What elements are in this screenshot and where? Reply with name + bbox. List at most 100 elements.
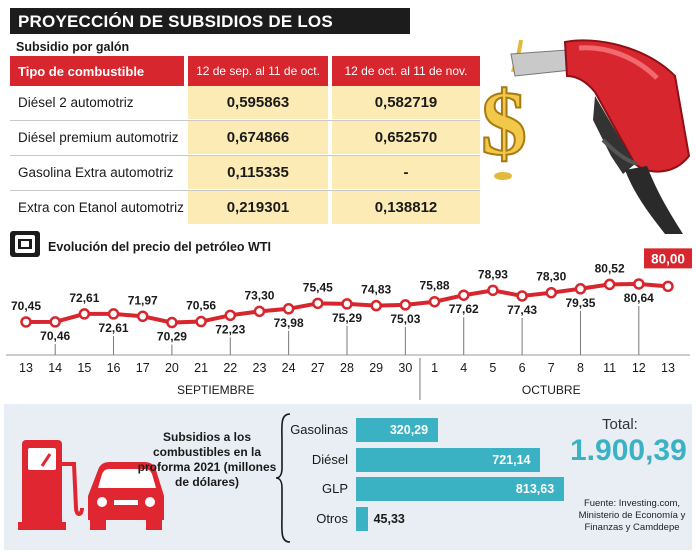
data-label: 75,45 bbox=[303, 280, 333, 294]
bar-value-label: 813,63 bbox=[515, 482, 555, 496]
x-tick-label: 12 bbox=[632, 361, 646, 375]
subsidy-period-1: 0,674866 bbox=[188, 121, 328, 154]
fuel-name: Gasolina Extra automotriz bbox=[10, 156, 184, 189]
table-row: Diésel premium automotriz 0,674866 0,652… bbox=[10, 121, 480, 154]
subsidy-period-1: 0,219301 bbox=[188, 191, 328, 224]
wti-price-chart: Evolución del precio del petróleo WTI 70… bbox=[6, 231, 692, 400]
data-point bbox=[282, 303, 295, 315]
x-tick-label: 13 bbox=[19, 361, 33, 375]
total-label: Total: bbox=[602, 416, 638, 433]
table-row: Gasolina Extra automotriz 0,115335 - bbox=[10, 156, 480, 189]
data-label: 73,98 bbox=[274, 316, 304, 330]
fuel-pump-icon bbox=[18, 440, 84, 530]
x-tick-label: 8 bbox=[577, 361, 584, 375]
data-point bbox=[195, 315, 207, 328]
x-tick-label: 15 bbox=[77, 361, 91, 375]
x-tick-label: 13 bbox=[661, 361, 675, 375]
data-point bbox=[487, 284, 499, 297]
data-label: 77,43 bbox=[507, 303, 537, 317]
subsidy-period-2: 0,138812 bbox=[332, 191, 480, 224]
svg-text:$: $ bbox=[481, 72, 527, 174]
x-tick-label: 22 bbox=[223, 361, 237, 375]
car-icon bbox=[88, 462, 164, 530]
data-point bbox=[633, 278, 645, 290]
oil-barrel-icon bbox=[10, 231, 40, 257]
x-tick-label: 30 bbox=[398, 361, 412, 375]
x-tick-label: 1 bbox=[431, 361, 438, 375]
data-point bbox=[312, 297, 324, 310]
bar-category-label: Otros bbox=[316, 510, 348, 526]
data-point bbox=[516, 290, 528, 302]
table-subtitle: Subsidio por galón bbox=[16, 40, 130, 54]
dollar-sign-icon: $ bbox=[480, 39, 528, 180]
x-tick-label: 24 bbox=[282, 361, 296, 375]
data-label: 80,64 bbox=[624, 291, 654, 305]
fuel-pump-car-illustration bbox=[18, 440, 164, 530]
x-tick-label: 4 bbox=[460, 361, 467, 375]
fuel-name: Extra con Etanol automotriz bbox=[10, 191, 184, 224]
x-tick-label: 20 bbox=[165, 361, 179, 375]
header-fuel-type: Tipo de combustible bbox=[10, 56, 184, 86]
data-point bbox=[341, 298, 353, 310]
data-label: 75,03 bbox=[390, 312, 420, 326]
data-point bbox=[49, 316, 61, 328]
bar-category-label: GLP bbox=[321, 481, 348, 496]
data-point bbox=[253, 305, 266, 318]
data-point bbox=[136, 310, 149, 323]
table-row: Diésel 2 automotriz 0,595863 0,582719 bbox=[10, 86, 480, 119]
data-label: 80,52 bbox=[595, 261, 625, 275]
data-label: 79,35 bbox=[565, 296, 595, 310]
data-point bbox=[78, 308, 91, 320]
data-point bbox=[457, 289, 470, 301]
data-label: 70,29 bbox=[157, 330, 187, 344]
data-point bbox=[574, 283, 587, 295]
bar-value-label: 45,33 bbox=[373, 511, 405, 526]
data-label: 78,30 bbox=[536, 270, 566, 284]
header-period-2: 12 de oct. al 11 de nov. bbox=[332, 56, 480, 86]
source-note: Fuente: Investing.com, Ministerio de Eco… bbox=[578, 498, 686, 533]
x-tick-label: 17 bbox=[136, 361, 150, 375]
data-label: 74,83 bbox=[361, 283, 391, 297]
bracket bbox=[275, 413, 291, 543]
data-point bbox=[166, 316, 178, 329]
data-point bbox=[20, 316, 32, 328]
data-point bbox=[399, 299, 412, 311]
data-label: 73,30 bbox=[244, 288, 274, 302]
x-tick-label: 28 bbox=[340, 361, 354, 375]
data-point bbox=[662, 280, 674, 293]
subsidy-period-2: 0,652570 bbox=[332, 121, 480, 154]
data-label: 75,88 bbox=[420, 279, 450, 293]
x-tick-label: 21 bbox=[194, 361, 208, 375]
page-title: PROYECCIÓN DE SUBSIDIOS DE LOS COMBUSTIB… bbox=[18, 12, 333, 51]
data-point bbox=[603, 278, 616, 291]
x-tick-label: 14 bbox=[48, 361, 62, 375]
subsidy-period-2: - bbox=[332, 156, 480, 189]
bar bbox=[356, 447, 541, 472]
chart-title: Evolución del precio del petróleo WTI bbox=[48, 240, 271, 254]
table-header: Tipo de combustible 12 de sep. al 11 de … bbox=[10, 56, 480, 86]
data-point bbox=[224, 309, 237, 322]
x-tick-label: 23 bbox=[253, 361, 267, 375]
subsidy-period-1: 0,115335 bbox=[188, 156, 328, 189]
data-label: 72,23 bbox=[215, 322, 245, 336]
bar-category-label: Gasolinas bbox=[290, 422, 348, 437]
data-label: 70,46 bbox=[40, 329, 70, 343]
highlight-box bbox=[644, 248, 692, 269]
total-value: 1.900,39 bbox=[570, 434, 687, 467]
table-row: Extra con Etanol automotriz 0,219301 0,1… bbox=[10, 191, 480, 224]
data-label: 70,56 bbox=[186, 299, 216, 313]
data-label: 71,97 bbox=[128, 293, 158, 307]
bar-chart-title: Subsidios a los combustibles en la profo… bbox=[137, 430, 277, 489]
header-period-1: 12 de sep. al 11 de oct. bbox=[188, 56, 328, 86]
data-label: 80,00 bbox=[651, 251, 685, 266]
bar bbox=[356, 418, 438, 442]
bar bbox=[356, 506, 368, 531]
bar-value-label: 721,14 bbox=[492, 452, 531, 467]
data-point bbox=[545, 286, 558, 299]
month-label: SEPTIEMBRE bbox=[177, 383, 254, 397]
fuel-nozzle-icon bbox=[510, 39, 691, 234]
x-tick-label: 29 bbox=[369, 361, 383, 375]
data-point bbox=[107, 308, 120, 320]
fuel-name: Diésel 2 automotriz bbox=[10, 86, 184, 119]
fuel-illustration: $ bbox=[480, 39, 691, 234]
